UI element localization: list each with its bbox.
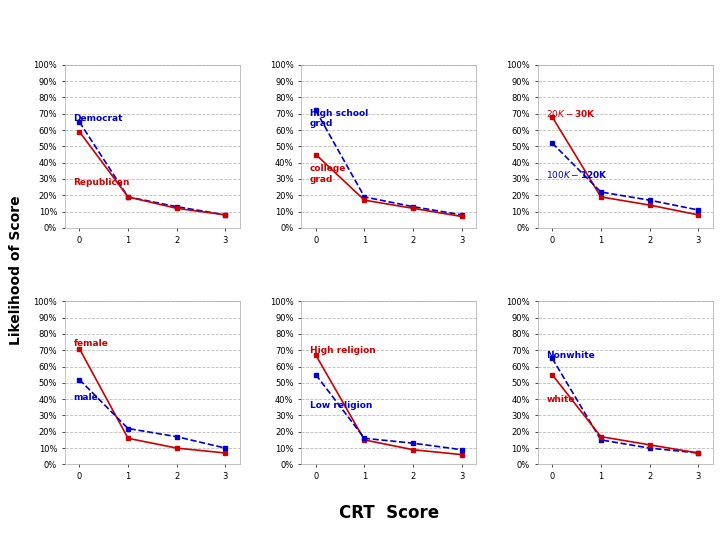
Text: high school
grad: high school grad (310, 109, 368, 129)
Text: Likelihood of Score: Likelihood of Score (9, 195, 23, 345)
Text: Nonwhite: Nonwhite (546, 350, 595, 360)
Text: Democrat: Democrat (73, 114, 123, 123)
Text: $100K-$120K: $100K-$120K (546, 168, 608, 180)
Text: $20K-$30K: $20K-$30K (546, 108, 597, 119)
Text: white: white (546, 395, 575, 404)
Text: High religion: High religion (310, 346, 376, 355)
Text: CRT  Score: CRT Score (338, 504, 439, 522)
Text: female: female (73, 339, 109, 348)
Text: male: male (73, 393, 99, 402)
Text: college
grad: college grad (310, 164, 346, 184)
Text: Low religion: Low religion (310, 401, 372, 410)
Text: Republican: Republican (73, 178, 130, 187)
